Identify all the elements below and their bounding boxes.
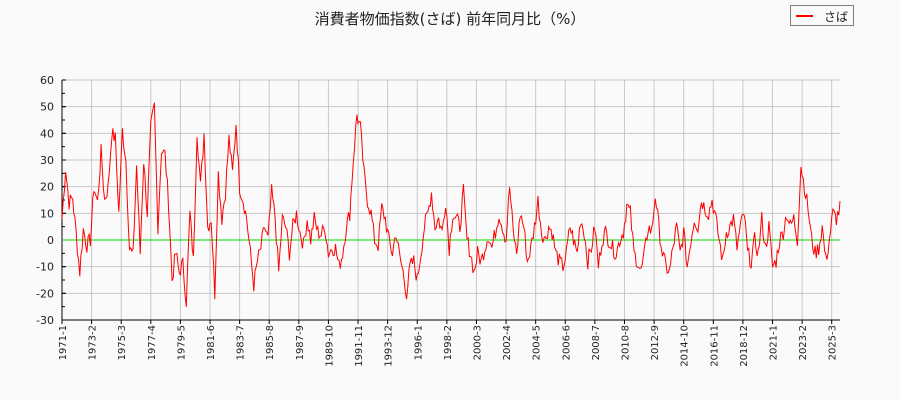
svg-text:2004-5: 2004-5: [532, 325, 543, 360]
svg-text:2000-3: 2000-3: [472, 325, 483, 360]
svg-text:2012-9: 2012-9: [650, 325, 661, 360]
legend-label: さば: [824, 10, 849, 24]
svg-text:1973-2: 1973-2: [88, 325, 99, 360]
svg-text:2002-4: 2002-4: [502, 325, 513, 360]
svg-text:1975-3: 1975-3: [117, 325, 128, 360]
svg-text:20: 20: [40, 181, 54, 194]
svg-text:2025-3: 2025-3: [828, 325, 839, 360]
grid-lines: [62, 79, 840, 320]
svg-text:1993-12: 1993-12: [384, 325, 395, 367]
legend-line-icon: [796, 15, 813, 17]
svg-text:40: 40: [40, 127, 54, 140]
svg-text:60: 60: [40, 74, 54, 87]
x-axis: 1971-1 1973-2 1975-3 1977-4 1979-5 1981-6 1983…: [58, 319, 840, 367]
svg-text:2014-10: 2014-10: [680, 325, 691, 367]
svg-text:2023-2: 2023-2: [798, 325, 809, 360]
chart-title: 消費者物価指数(さば) 前年同月比（%）: [314, 10, 586, 28]
chart-legend: さば: [790, 5, 854, 26]
svg-text:1989-10: 1989-10: [324, 325, 335, 367]
svg-text:-30: -30: [36, 314, 54, 327]
svg-text:1996-1: 1996-1: [413, 325, 424, 360]
svg-text:50: 50: [40, 101, 54, 114]
svg-text:1977-4: 1977-4: [147, 325, 158, 360]
svg-text:1987-9: 1987-9: [295, 325, 306, 360]
svg-text:1979-5: 1979-5: [176, 325, 187, 360]
svg-text:2018-12: 2018-12: [739, 325, 750, 367]
svg-text:-10: -10: [36, 261, 54, 274]
svg-text:1985-8: 1985-8: [265, 325, 276, 360]
svg-text:10: 10: [40, 207, 54, 220]
svg-text:1991-11: 1991-11: [354, 325, 365, 367]
svg-text:1983-7: 1983-7: [236, 325, 247, 360]
svg-text:0: 0: [47, 234, 54, 247]
svg-text:2021-1: 2021-1: [769, 325, 780, 360]
svg-text:1998-2: 1998-2: [443, 325, 454, 360]
svg-text:2006-6: 2006-6: [561, 325, 572, 360]
svg-text:1981-6: 1981-6: [206, 325, 217, 360]
svg-text:30: 30: [40, 154, 54, 167]
series-line-saba: [61, 102, 841, 307]
svg-text:-20: -20: [36, 287, 54, 300]
svg-text:2008-7: 2008-7: [591, 325, 602, 360]
svg-text:2016-11: 2016-11: [709, 325, 720, 367]
svg-text:1971-1: 1971-1: [58, 325, 69, 360]
y-axis: 60 50 40 30 20 10 0 -10 -20 -30: [36, 74, 66, 327]
svg-text:2010-8: 2010-8: [620, 325, 631, 360]
